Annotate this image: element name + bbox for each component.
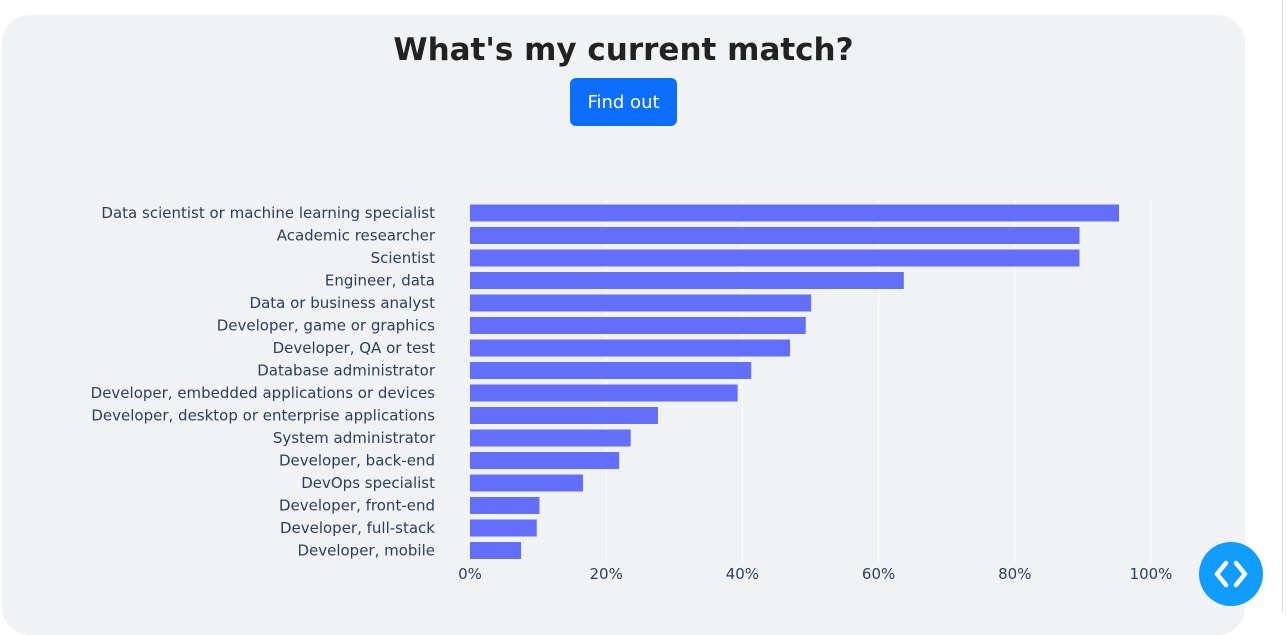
y-tick-label: Developer, mobile: [297, 542, 435, 560]
bar[interactable]: [470, 317, 806, 334]
x-tick-label: 80%: [998, 565, 1031, 583]
bar[interactable]: [470, 272, 904, 289]
page-title: What's my current match?: [393, 32, 854, 68]
x-tick-label: 0%: [458, 565, 482, 583]
y-tick-label: Developer, desktop or enterprise applica…: [91, 407, 435, 425]
bar[interactable]: [470, 452, 620, 469]
code-brackets-icon: [1214, 560, 1248, 588]
bar[interactable]: [470, 227, 1080, 244]
y-tick-label: Developer, front-end: [279, 497, 435, 515]
x-tick-label: 60%: [862, 565, 895, 583]
y-tick-label: Developer, game or graphics: [217, 317, 435, 335]
bar[interactable]: [470, 339, 791, 357]
bar[interactable]: [470, 407, 658, 424]
bar[interactable]: [470, 542, 522, 559]
bar[interactable]: [470, 497, 540, 514]
scrollbar-edge: [1282, 0, 1283, 612]
bar[interactable]: [470, 249, 1080, 267]
y-tick-label: Developer, back-end: [279, 452, 435, 470]
bar[interactable]: [470, 204, 1119, 222]
x-tick-label: 100%: [1130, 565, 1173, 583]
y-tick-label: Data scientist or machine learning speci…: [101, 204, 435, 222]
bar[interactable]: [470, 519, 537, 537]
bar[interactable]: [470, 362, 752, 379]
y-tick-label: Database administrator: [257, 362, 436, 380]
match-bar-chart: Data scientist or machine learning speci…: [91, 200, 1173, 583]
code-toggle-button[interactable]: [1199, 542, 1263, 606]
y-tick-label: Developer, QA or test: [273, 339, 436, 357]
y-tick-label: Engineer, data: [325, 272, 435, 290]
x-tick-label: 20%: [590, 565, 623, 583]
y-tick-label: Developer, embedded applications or devi…: [91, 384, 436, 402]
find-out-button[interactable]: Find out: [570, 78, 677, 126]
bar[interactable]: [470, 384, 738, 402]
bar[interactable]: [470, 474, 584, 492]
y-tick-label: Developer, full-stack: [280, 519, 435, 537]
x-tick-label: 40%: [726, 565, 759, 583]
y-tick-label: DevOps specialist: [301, 474, 435, 492]
y-tick-label: System administrator: [273, 429, 436, 447]
bar[interactable]: [470, 294, 812, 312]
y-tick-label: Academic researcher: [277, 227, 436, 245]
y-tick-label: Scientist: [371, 249, 436, 267]
bar[interactable]: [470, 429, 631, 447]
y-tick-label: Data or business analyst: [250, 294, 436, 312]
